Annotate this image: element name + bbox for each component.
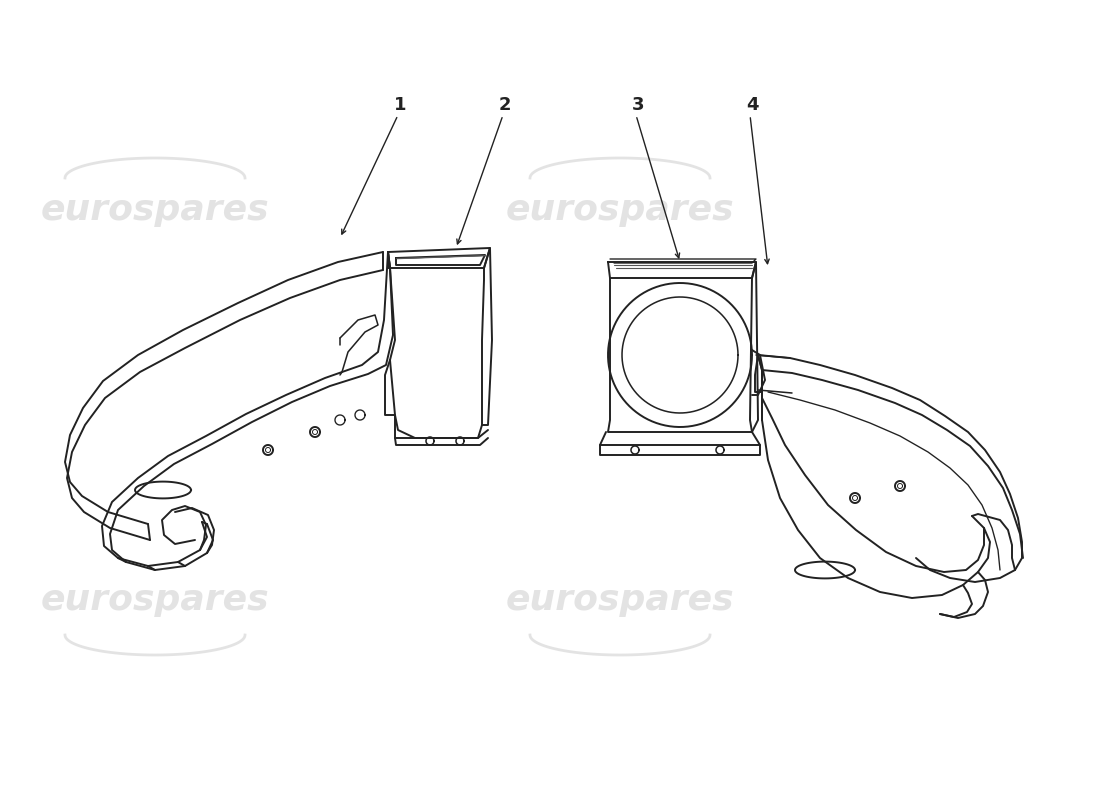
- Text: eurospares: eurospares: [506, 193, 735, 227]
- Text: 2: 2: [498, 96, 512, 114]
- Text: 3: 3: [631, 96, 645, 114]
- Text: eurospares: eurospares: [41, 193, 270, 227]
- Text: 1: 1: [394, 96, 406, 114]
- Text: eurospares: eurospares: [41, 583, 270, 617]
- Text: 4: 4: [746, 96, 758, 114]
- Text: eurospares: eurospares: [506, 583, 735, 617]
